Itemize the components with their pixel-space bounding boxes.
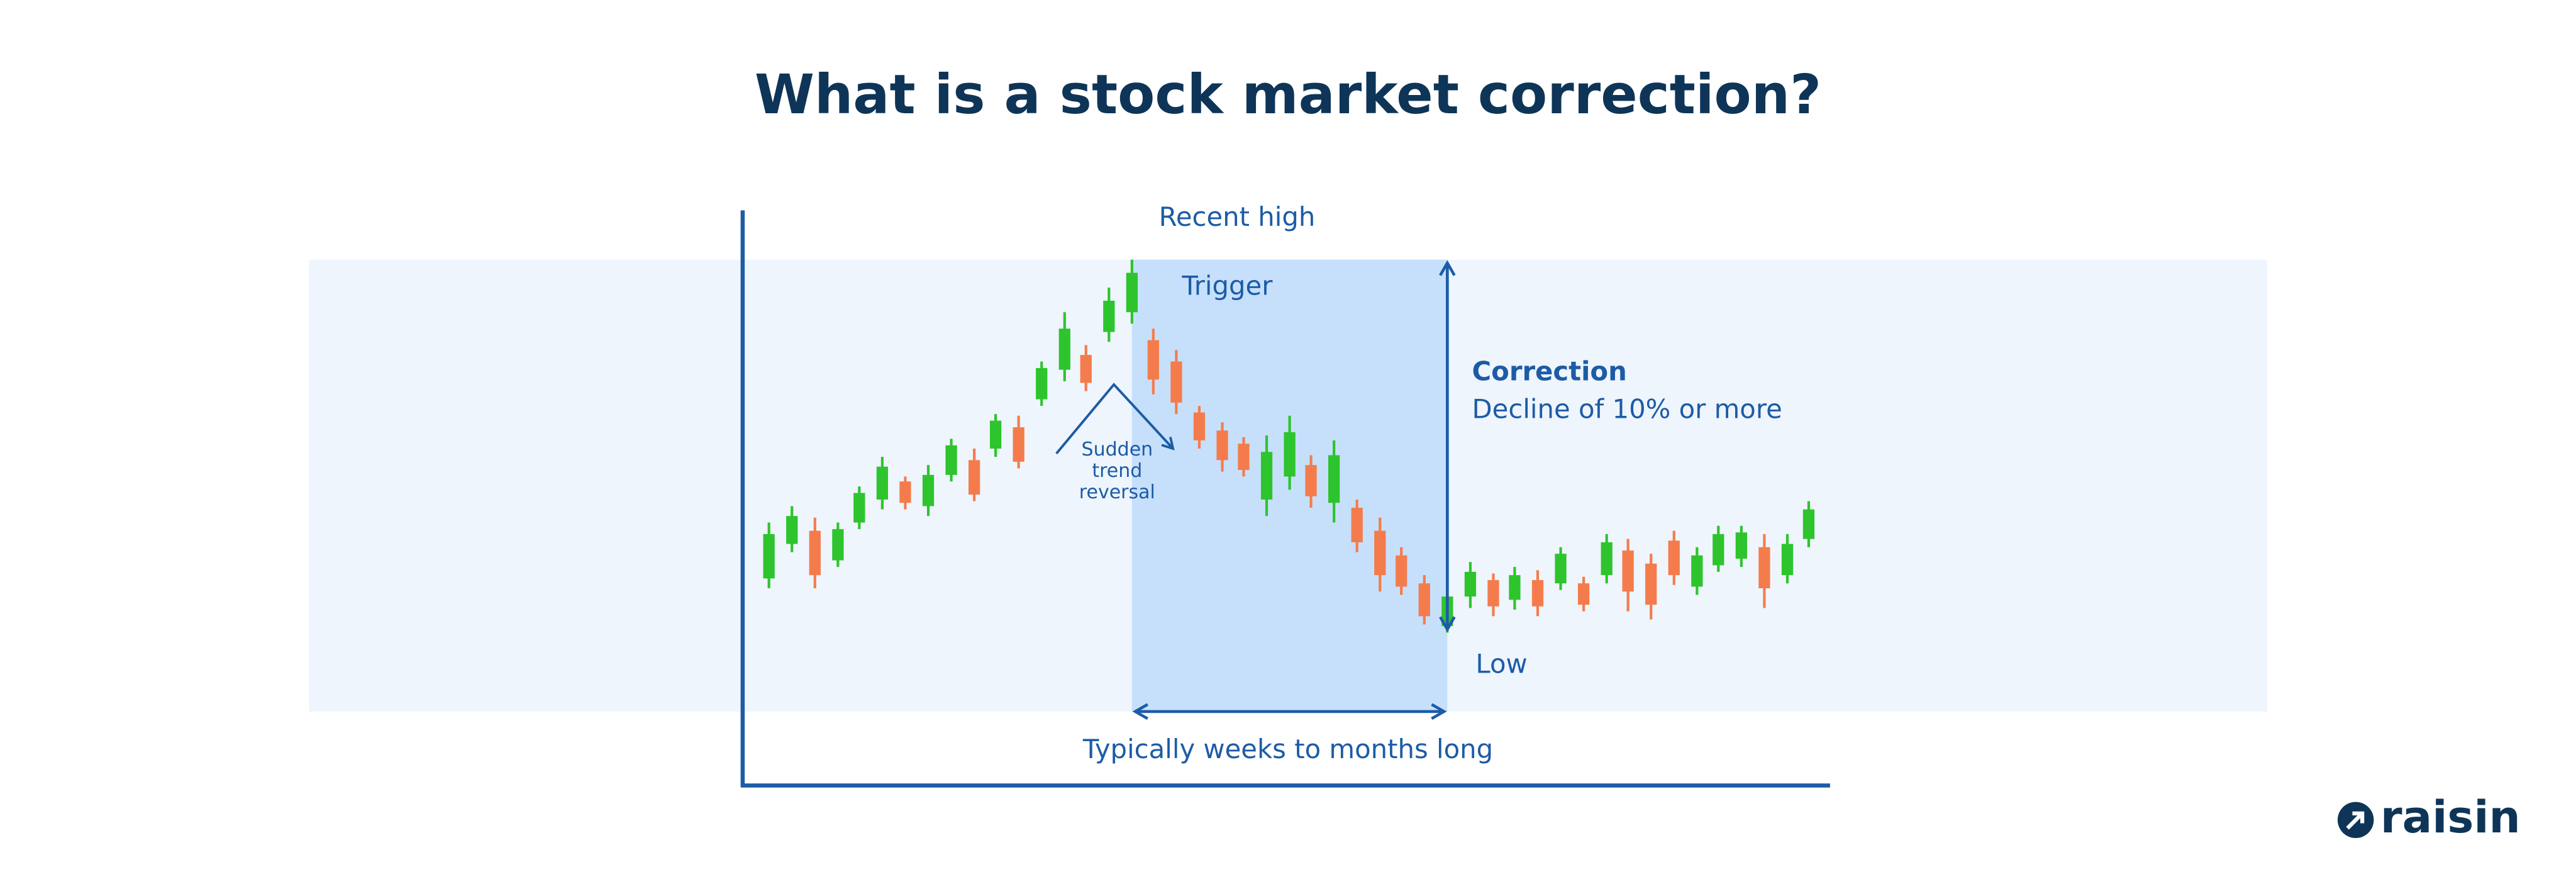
candle-body — [945, 445, 957, 475]
candle-body — [1645, 563, 1657, 605]
candle-body — [1351, 508, 1363, 542]
candle-body — [1216, 430, 1228, 461]
candle-body — [922, 474, 935, 506]
candle-body — [899, 481, 911, 503]
candle-body — [763, 534, 775, 579]
candle-body — [1193, 412, 1206, 440]
candle-body — [1622, 550, 1634, 592]
candle-body — [1284, 432, 1296, 477]
candle-body — [1103, 300, 1115, 332]
candle-body — [809, 530, 821, 576]
candle-body — [1147, 340, 1159, 380]
reversal-label: Sudden — [1082, 439, 1153, 461]
candle-body — [832, 529, 844, 561]
logo-text: raisin — [2380, 791, 2521, 843]
candle-body — [1802, 509, 1815, 539]
recent-high-label: Recent high — [1159, 201, 1316, 232]
correction-label: Correction — [1472, 355, 1627, 386]
candle-body — [1555, 554, 1567, 584]
candle-body — [1758, 547, 1770, 589]
candle-body — [1305, 465, 1317, 496]
candle-body — [1418, 583, 1430, 617]
candle-body — [1691, 555, 1703, 587]
candle-body — [1509, 575, 1521, 600]
reversal-label: reversal — [1079, 481, 1155, 503]
candle-body — [1170, 361, 1182, 403]
candle-body — [1036, 368, 1048, 400]
candle-body — [1126, 272, 1138, 313]
candle-body — [853, 493, 865, 523]
low-label: Low — [1475, 648, 1527, 679]
candle-body — [968, 460, 980, 495]
candle-body — [1013, 427, 1024, 462]
candle-body — [1781, 544, 1794, 576]
candle-body — [1735, 532, 1748, 559]
candle-body — [1601, 542, 1613, 576]
candle-body — [1577, 583, 1590, 605]
candle-body — [1374, 530, 1386, 576]
title: What is a stock market correction? — [755, 64, 1821, 126]
candle-body — [1668, 540, 1680, 576]
candle-body — [876, 466, 889, 500]
candle-body — [1464, 571, 1477, 597]
candle-body — [1260, 452, 1273, 500]
candle-body — [786, 516, 798, 544]
candle-body — [1487, 579, 1499, 607]
candle-body — [1238, 444, 1250, 470]
trigger-label: Trigger — [1181, 271, 1273, 301]
candle-body — [1058, 328, 1070, 370]
candle-body — [1080, 355, 1092, 383]
candle-body — [1531, 579, 1544, 607]
candle-body — [1713, 534, 1724, 566]
reversal-label: trend — [1092, 460, 1142, 482]
logo-icon-arrow — [2346, 811, 2365, 830]
reversal-arrow — [1055, 383, 1175, 455]
logo: raisin — [2337, 791, 2521, 843]
candle-body — [1328, 455, 1340, 503]
candle-body — [1396, 555, 1407, 587]
duration-label: Typically weeks to months long — [1082, 734, 1493, 764]
candle-body — [989, 420, 1002, 449]
decline-label: Decline of 10% or more — [1472, 393, 1782, 424]
candles — [763, 259, 1815, 633]
